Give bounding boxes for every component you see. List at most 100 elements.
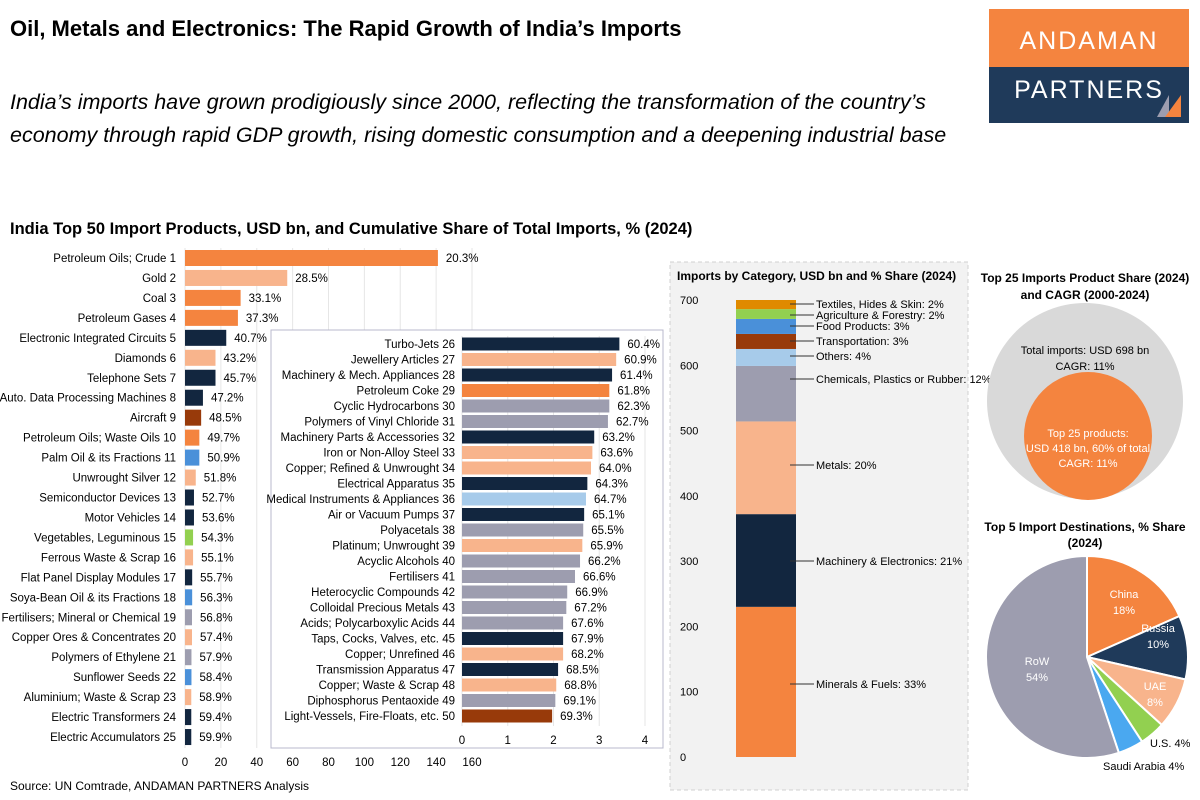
- inset-x-tick-label: 0: [459, 735, 465, 747]
- inset-bar-label: Petroleum Coke 29: [357, 386, 455, 398]
- inset-bar-label: Light-Vessels, Fire-Floats, etc. 50: [284, 711, 455, 723]
- inset-bar-label: Machinery Parts & Accessories 32: [281, 432, 456, 444]
- inset-bar: [462, 415, 608, 428]
- logo-top: ANDAMAN: [989, 9, 1189, 67]
- inset-bar-label: Fertilisers 41: [389, 572, 455, 584]
- inset-cumulative-share-label: 66.6%: [583, 572, 616, 584]
- inset-bar: [462, 446, 593, 459]
- cumulative-share-label: 33.1%: [249, 293, 282, 305]
- bar: [185, 349, 216, 366]
- inset-bar-label: Machinery & Mech. Appliances 28: [282, 370, 455, 382]
- bubble-title-line-1: Top 25 Imports Product Share (2024): [981, 271, 1190, 285]
- cumulative-share-label: 43.2%: [223, 353, 256, 365]
- bar-label: Petroleum Oils; Crude 1: [53, 253, 176, 265]
- y-tick-label: 700: [680, 295, 698, 307]
- cumulative-share-label: 55.1%: [201, 552, 234, 564]
- bar-label: Unwrought Silver 12: [72, 473, 176, 485]
- bar: [185, 489, 194, 506]
- bar-label: Polymers of Ethylene 21: [51, 652, 176, 664]
- cumulative-share-label: 47.2%: [211, 393, 244, 405]
- inset-cumulative-share-label: 67.2%: [574, 603, 607, 615]
- pie-title-line-2: (2024): [1068, 536, 1103, 550]
- category-panel: [669, 261, 969, 791]
- inset-x-tick-label: 2: [550, 735, 556, 747]
- pie-slice-value: 8%: [1147, 697, 1163, 709]
- inset-bar: [462, 601, 567, 614]
- sail-icon: [1157, 95, 1181, 117]
- inset-bar: [462, 368, 613, 382]
- stacked-segment: [736, 300, 796, 310]
- pie-title-line-1: Top 5 Import Destinations, % Share: [984, 520, 1185, 534]
- inset-cumulative-share-label: 69.1%: [563, 696, 596, 708]
- inset-bar-label: Iron or Non-Alloy Steel 33: [323, 448, 455, 460]
- cumulative-share-label: 50.9%: [207, 453, 240, 465]
- bar-label: Aluminium; Waste & Scrap 23: [24, 692, 176, 704]
- bar: [185, 269, 288, 286]
- x-tick-label: 160: [462, 757, 481, 769]
- inset-cumulative-share-label: 67.9%: [571, 634, 604, 646]
- top25-circle: [1024, 372, 1152, 500]
- cumulative-share-label: 58.4%: [199, 672, 232, 684]
- logo-bottom-text: PARTNERS: [1014, 76, 1164, 104]
- cumulative-share-label: 45.7%: [223, 373, 256, 385]
- bar-label: Flat Panel Display Modules 17: [21, 572, 176, 584]
- inset-cumulative-share-label: 66.9%: [575, 587, 608, 599]
- stacked-segment: [736, 333, 796, 349]
- bar-label: Motor Vehicles 14: [85, 512, 177, 524]
- cumulative-share-label: 56.8%: [200, 612, 233, 624]
- y-tick-label: 400: [680, 491, 698, 503]
- inset-cumulative-share-label: 61.8%: [617, 386, 650, 398]
- subtitle-line-2: economy through rapid GDP growth, rising…: [10, 123, 947, 147]
- andaman-partners-logo: ANDAMAN PARTNERS: [989, 9, 1189, 123]
- inset-bar-label: Copper; Waste & Scrap 48: [319, 680, 455, 692]
- inset-cumulative-share-label: 65.5%: [591, 525, 624, 537]
- stacked-segment: [736, 365, 796, 422]
- bar-label: Telephone Sets 7: [87, 373, 176, 385]
- subtitle-line-1: India’s imports have grown prodigiously …: [10, 90, 926, 114]
- cumulative-share-label: 52.7%: [202, 493, 235, 505]
- inset-bar: [462, 430, 595, 444]
- inset-bar: [462, 492, 586, 506]
- inset-cumulative-share-label: 69.3%: [560, 711, 593, 723]
- inset-cumulative-share-label: 68.8%: [564, 680, 597, 692]
- bar-label: Soya-Bean Oil & its Fractions 18: [10, 592, 176, 604]
- segment-label: Metals: 20%: [816, 460, 877, 472]
- inset-cumulative-share-label: 60.9%: [624, 355, 657, 367]
- x-tick-label: 20: [214, 757, 227, 769]
- top25-label: CAGR: 11%: [1058, 458, 1117, 470]
- inset-bar: [462, 539, 583, 552]
- inset-cumulative-share-label: 66.2%: [588, 556, 621, 568]
- bar: [185, 309, 238, 326]
- bar: [185, 329, 227, 346]
- bar: [185, 289, 241, 306]
- inset-bar-label: Air or Vacuum Pumps 37: [328, 510, 455, 522]
- x-tick-label: 60: [286, 757, 299, 769]
- pie-slice-name: Russia: [1141, 623, 1176, 635]
- pie-slice-name: UAE: [1144, 681, 1167, 693]
- category-chart-title: Imports by Category, USD bn and % Share …: [677, 269, 956, 283]
- y-tick-label: 200: [680, 621, 698, 633]
- segment-label: Others: 4%: [816, 351, 871, 363]
- top25-label: Top 25 products:: [1047, 428, 1128, 440]
- x-tick-label: 120: [391, 757, 410, 769]
- inset-bar-label: Diphosphorus Pentaoxide 49: [307, 696, 455, 708]
- bar: [185, 429, 200, 446]
- bar: [185, 549, 194, 566]
- inset-cumulative-share-label: 61.4%: [620, 370, 653, 382]
- inset-cumulative-share-label: 63.6%: [600, 448, 633, 460]
- page-subtitle: India’s imports have grown prodigiously …: [10, 86, 980, 152]
- inset-bar: [462, 694, 556, 707]
- bar-label: Vegetables, Leguminous 15: [34, 532, 176, 544]
- inset-cumulative-share-label: 62.3%: [617, 401, 650, 413]
- stacked-segment: [736, 348, 796, 366]
- cumulative-share-label: 51.8%: [204, 473, 237, 485]
- cumulative-share-label: 57.9%: [199, 652, 232, 664]
- cumulative-share-label: 54.3%: [201, 532, 234, 544]
- bar: [185, 369, 216, 386]
- source-note: Source: UN Comtrade, ANDAMAN PARTNERS An…: [10, 779, 309, 793]
- bar-label: Petroleum Gases 4: [78, 313, 177, 325]
- pie-label-saudi-arabia: Saudi Arabia 4%: [1103, 761, 1185, 773]
- total-imports-label: Total imports: USD 698 bn: [1021, 345, 1149, 357]
- y-tick-label: 0: [680, 752, 686, 764]
- inset-bar-label: Copper; Refined & Unwrought 34: [286, 463, 456, 475]
